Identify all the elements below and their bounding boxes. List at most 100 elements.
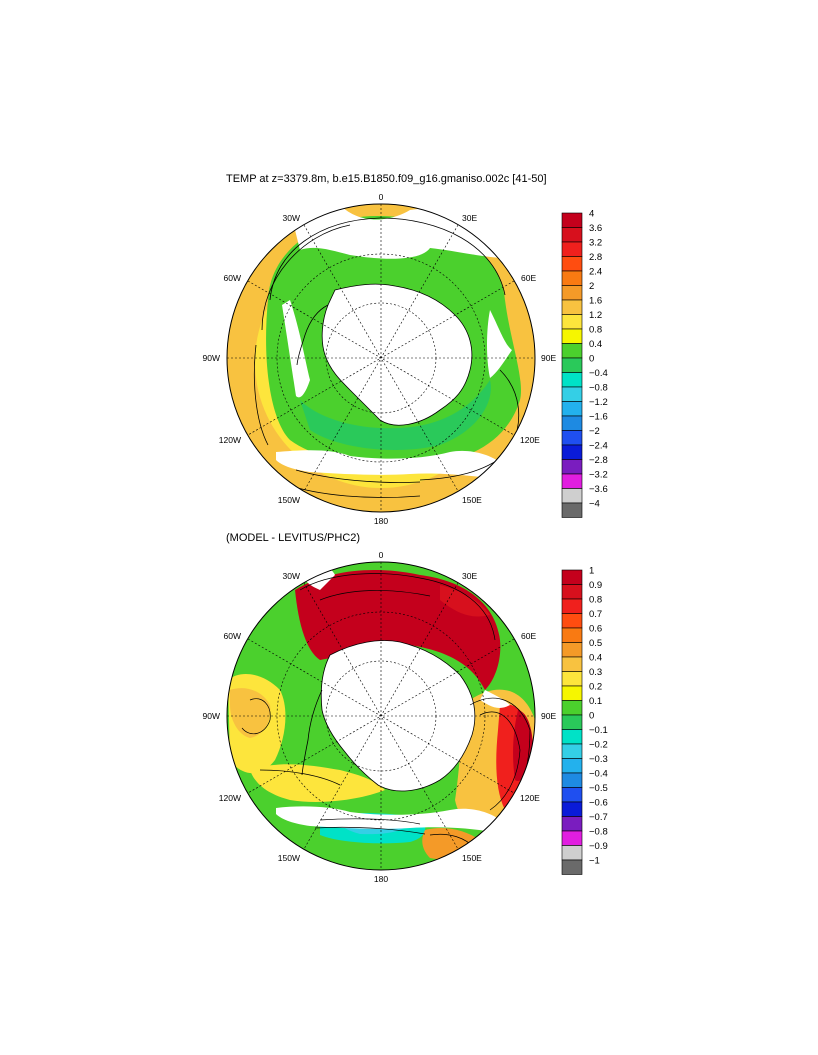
panel2-colorbar-swatch-10 <box>561 714 583 730</box>
panel2-colorbar-swatch-2 <box>561 598 583 614</box>
panel2-colorbar-label-10: 0 <box>589 711 594 722</box>
panel1-antarctica <box>321 283 473 426</box>
panel2-colorbar-swatch-16 <box>561 801 583 817</box>
panel1-colorbar-swatch-6 <box>561 299 583 315</box>
panel2-colorbar-swatch-4 <box>561 627 583 643</box>
panel2-colorbar-swatch-11 <box>561 729 583 745</box>
panel1-colorbar-label-13: −1.2 <box>589 397 608 408</box>
panel1-nodata-pen <box>282 300 310 398</box>
panel1-colorbar-swatch-17 <box>561 459 583 475</box>
panel2-colorbar-swatch-14 <box>561 772 583 788</box>
panel1-lon-180: 180 <box>374 516 388 526</box>
panel2-colorbar-label-7: 0.3 <box>589 667 602 678</box>
panel2-darkred-patch <box>440 585 490 617</box>
panel2-lon-150w: 150W <box>278 853 300 863</box>
panel1-colorbar-swatch-16 <box>561 444 583 460</box>
panel1-colorbar-swatch-15 <box>561 430 583 446</box>
panel1-colorbar-label-7: 1.2 <box>589 310 602 321</box>
panel1-colorbar-label-2: 3.2 <box>589 238 602 249</box>
panel2-colorbar-swatch-18 <box>561 830 583 846</box>
panel2-colorbar-swatch-12 <box>561 743 583 759</box>
panel2-colorbar-swatch-3 <box>561 613 583 629</box>
panel2-colorbar-swatch-20 <box>561 859 583 875</box>
panel1-nodata-south <box>276 450 500 478</box>
panel1-lon-90w: 90W <box>203 353 220 363</box>
panel2-colorbar-swatch-1 <box>561 584 583 600</box>
panel2-colorbar-label-20: −1 <box>589 856 600 867</box>
panel2-colorbar-label-9: 0.1 <box>589 696 602 707</box>
panel2-lon-90e: 90E <box>541 711 556 721</box>
panel2-orange-west <box>230 688 271 738</box>
panel1-graticule <box>227 204 535 512</box>
panel2-colorbar-label-19: −0.9 <box>589 841 608 852</box>
panel2-peninsula <box>301 689 323 776</box>
panel2-colorbar-label-2: 0.8 <box>589 595 602 606</box>
panel2-nodata-east <box>480 690 510 708</box>
panel2-colorbar-label-0: 1 <box>589 566 594 577</box>
panel1-colorbar-swatch-5 <box>561 285 583 301</box>
panel2-colorbar-swatch-9 <box>561 700 583 716</box>
panel1-lon-150e: 150E <box>462 495 482 505</box>
panel2-colorbar-label-1: 0.9 <box>589 580 602 591</box>
panel2-lon-30w: 30W <box>283 571 300 581</box>
panel2-lon-180: 180 <box>374 874 388 884</box>
panel1-lon-90e: 90E <box>541 353 556 363</box>
panel2-lon-0: 0 <box>379 550 384 560</box>
panel1-colorbar-swatch-0 <box>561 212 583 228</box>
panel2-lon-90w: 90W <box>203 711 220 721</box>
panel1-lon-120w: 120W <box>219 435 241 445</box>
panel1-colorbar-swatch-13 <box>561 401 583 417</box>
panel2-map-border <box>226 561 536 871</box>
panel2-colorbar-label-16: −0.6 <box>589 798 608 809</box>
panel2-colorbar-label-17: −0.7 <box>589 812 608 823</box>
panel1-colorbar-swatch-12 <box>561 386 583 402</box>
panel2-colorbar-label-5: 0.5 <box>589 638 602 649</box>
panel2-colorbar: 1 0.9 0.8 0.7 0.6 0.5 0.4 0.3 0.2 0.1 0 −0.1 −0.2 −0.… <box>561 566 608 875</box>
panel1-colorbar-label-5: 2 <box>589 281 594 292</box>
panel1-peninsula <box>296 304 329 366</box>
panel1-lon-120e: 120E <box>520 435 540 445</box>
panel2-lon-120w: 120W <box>219 793 241 803</box>
panel1-colorbar-swatch-8 <box>561 328 583 344</box>
panel2-lon-60w: 60W <box>224 631 241 641</box>
panel1-colorbar-label-15: −2 <box>589 426 600 437</box>
panel2-colorbar-label-3: 0.7 <box>589 609 602 620</box>
panel1-title: TEMP at z=3379.8m, b.e15.B1850.f09_g16.g… <box>226 173 547 185</box>
panel2-colorbar-swatch-6 <box>561 656 583 672</box>
panel2-title: (MODEL - LEVITUS/PHC2) <box>226 532 361 544</box>
panel1-colorbar-label-6: 1.6 <box>589 296 602 307</box>
panel1-colorbar-swatch-20 <box>561 502 583 518</box>
panel1-colorbar-label-10: 0 <box>589 354 594 365</box>
panel2-colorbar-swatch-17 <box>561 816 583 832</box>
panel2-map: 0 30E 60E 90E 120E 150E 180 150W 120W 90… <box>203 550 557 884</box>
panel1-colorbar-label-11: −0.4 <box>589 368 608 379</box>
panel2-colorbar-swatch-8 <box>561 685 583 701</box>
panel1-colorbar-swatch-18 <box>561 473 583 489</box>
panel2-colorbar-label-12: −0.2 <box>589 740 608 751</box>
panel1-lon-60e: 60E <box>521 273 536 283</box>
panel1-colorbar: 4 3.6 3.2 2.8 2.4 2 1.6 1.2 0.8 0.4 0 −0.4 −0.8 −1.2 −… <box>561 209 608 518</box>
panel2-colorbar-label-4: 0.6 <box>589 624 602 635</box>
panel1-colorbar-swatch-7 <box>561 314 583 330</box>
panel1-colorbar-swatch-9 <box>561 343 583 359</box>
panel1-colorbar-swatch-1 <box>561 227 583 243</box>
panel2-contours <box>241 573 531 849</box>
panel2-colorbar-label-15: −0.5 <box>589 783 608 794</box>
panel1-colorbar-label-16: −2.4 <box>589 441 608 452</box>
panel1-map-border <box>226 203 536 513</box>
panel2-colorbar-swatch-13 <box>561 758 583 774</box>
panel2-colorbar-swatch-5 <box>561 642 583 658</box>
panel2-colorbar-swatch-19 <box>561 845 583 861</box>
panel2-lon-30e: 30E <box>462 571 477 581</box>
panel1-colorbar-label-19: −3.6 <box>589 484 608 495</box>
panel1-lon-150w: 150W <box>278 495 300 505</box>
panel1-colorbar-swatch-19 <box>561 488 583 504</box>
panel1-colorbar-label-12: −0.8 <box>589 383 608 394</box>
panel1-green-inner <box>300 380 491 450</box>
panel1-colorbar-swatch-10 <box>561 357 583 373</box>
panel1-colorbar-swatch-3 <box>561 256 583 272</box>
panel2-lon-150e: 150E <box>462 853 482 863</box>
panel1-map: 0 30E 60E 90E 120E 150E 180 150W 120W 90… <box>203 192 557 526</box>
panel1-colorbar-swatch-11 <box>561 372 583 388</box>
